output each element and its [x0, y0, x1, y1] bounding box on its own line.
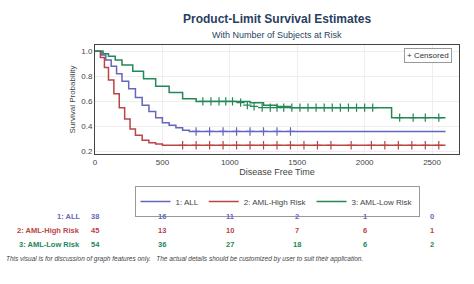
svg-text:45: 45 [91, 226, 99, 235]
svg-text:0.2: 0.2 [81, 147, 93, 156]
svg-text:2: 2 [430, 240, 434, 249]
svg-text:3: AML-Low Risk: 3: AML-Low Risk [352, 198, 413, 207]
svg-text:3: AML-Low Risk: 3: AML-Low Risk [19, 240, 80, 249]
svg-text:1.0: 1.0 [81, 47, 93, 56]
svg-text:0: 0 [93, 158, 98, 167]
svg-text:This visual is for discussion: This visual is for discussion of graph f… [6, 255, 363, 263]
svg-text:1: ALL: 1: ALL [176, 198, 199, 207]
svg-text:0.4: 0.4 [81, 122, 93, 131]
svg-text:Product-Limit Survival Estimat: Product-Limit Survival Estimates [183, 12, 371, 26]
svg-text:0.8: 0.8 [81, 72, 93, 81]
svg-text:1: ALL: 1: ALL [57, 212, 80, 221]
svg-text:16: 16 [158, 212, 166, 221]
svg-text:7: 7 [295, 226, 299, 235]
svg-text:36: 36 [158, 240, 166, 249]
svg-text:38: 38 [91, 212, 99, 221]
svg-text:0: 0 [430, 212, 434, 221]
svg-text:2: 2 [295, 212, 299, 221]
svg-text:54: 54 [91, 240, 100, 249]
svg-text:0.6: 0.6 [81, 97, 93, 106]
svg-text:2: AML-High Risk: 2: AML-High Risk [17, 226, 80, 235]
svg-text:6: 6 [363, 226, 367, 235]
svg-text:+ Censored: + Censored [407, 51, 449, 60]
svg-text:Disease Free Time: Disease Free Time [239, 167, 315, 177]
svg-text:1: 1 [430, 226, 434, 235]
svg-text:6: 6 [363, 240, 367, 249]
svg-text:27: 27 [226, 240, 234, 249]
svg-text:10: 10 [226, 226, 234, 235]
svg-text:1000: 1000 [221, 158, 239, 167]
svg-text:With Number of Subjects at Ris: With Number of Subjects at Risk [212, 30, 342, 40]
svg-text:11: 11 [226, 212, 234, 221]
svg-text:2: AML-High Risk: 2: AML-High Risk [244, 198, 307, 207]
svg-text:Survival Probability: Survival Probability [68, 65, 77, 133]
svg-text:1500: 1500 [288, 158, 306, 167]
svg-text:2000: 2000 [356, 158, 374, 167]
svg-text:13: 13 [158, 226, 166, 235]
svg-text:1: 1 [363, 212, 367, 221]
svg-text:500: 500 [156, 158, 170, 167]
svg-text:18: 18 [293, 240, 301, 249]
svg-text:2500: 2500 [423, 158, 441, 167]
